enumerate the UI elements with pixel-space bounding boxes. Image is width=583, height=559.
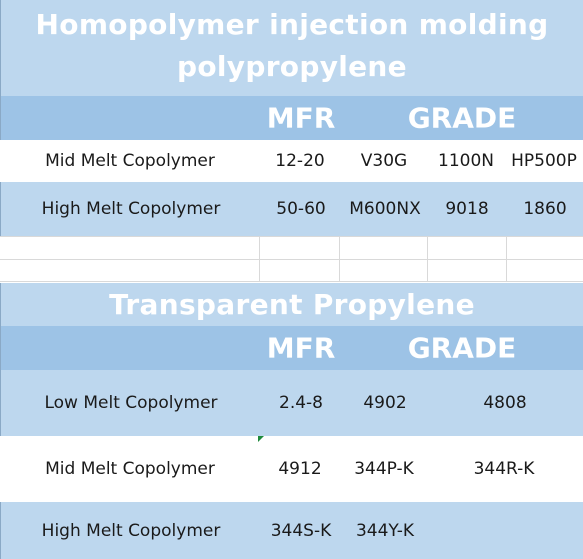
cell-divider xyxy=(339,260,340,281)
row-grade: 1100N xyxy=(438,151,494,171)
row-grade: 1860 xyxy=(523,199,567,219)
row-grade: 9018 xyxy=(445,199,489,219)
table-row[interactable]: High Melt Copolymer 344S-K 344Y-K xyxy=(0,502,583,559)
row-mfr: 4912 xyxy=(278,459,322,479)
section1-title: Homopolymer injection molding polypropyl… xyxy=(0,0,583,96)
cell-divider xyxy=(427,260,428,281)
cell-divider xyxy=(259,237,260,259)
cell-divider xyxy=(259,260,260,281)
comment-marker-icon xyxy=(258,436,264,442)
row-mfr: 2.4-8 xyxy=(279,393,323,413)
row-label: High Melt Copolymer xyxy=(41,520,221,541)
row-grade: 4808 xyxy=(483,393,527,413)
row-mfr: 12-20 xyxy=(275,151,325,171)
section1-grade-header: GRADE xyxy=(407,101,517,135)
section1-title-line2: polypropylene xyxy=(177,50,407,83)
section2-title-text: Transparent Propylene xyxy=(109,288,475,321)
row-grade: 344P-K xyxy=(354,459,414,479)
cell-divider xyxy=(339,237,340,259)
table-row[interactable]: Low Melt Copolymer 2.4-8 4902 4808 xyxy=(0,370,583,436)
table-row[interactable]: Mid Melt Copolymer 4912 344P-K 344R-K xyxy=(0,436,583,502)
empty-row[interactable] xyxy=(0,259,583,282)
empty-row[interactable] xyxy=(0,236,583,259)
table-row[interactable]: Mid Melt Copolymer 12-20 V30G 1100N HP50… xyxy=(0,140,583,182)
section2-mfr-header: MFR xyxy=(266,331,336,365)
section1-title-line1: Homopolymer injection molding xyxy=(35,8,549,41)
row-grade: 344Y-K xyxy=(355,520,415,541)
row-grade: HP500P xyxy=(511,151,577,171)
row-mfr: 50-60 xyxy=(276,199,326,219)
section2-header-row: MFR GRADE xyxy=(0,326,583,370)
section2-title: Transparent Propylene xyxy=(0,283,583,326)
section1-mfr-header: MFR xyxy=(266,101,336,135)
row-label: High Melt Copolymer xyxy=(41,199,221,219)
row-grade: M600NX xyxy=(349,199,421,219)
row-grade: 344R-K xyxy=(473,459,535,479)
row-label: Low Melt Copolymer xyxy=(44,393,218,413)
row-label: Mid Melt Copolymer xyxy=(45,459,215,479)
section1-header-row: MFR GRADE xyxy=(0,96,583,140)
cell-divider xyxy=(427,237,428,259)
row-mfr: 344S-K xyxy=(270,520,332,541)
row-grade: V30G xyxy=(360,151,408,171)
row-grade: 4902 xyxy=(363,393,407,413)
table-row[interactable]: High Melt Copolymer 50-60 M600NX 9018 18… xyxy=(0,182,583,236)
section2-grade-header: GRADE xyxy=(407,331,517,365)
cell-divider xyxy=(506,260,507,281)
cell-divider xyxy=(506,237,507,259)
row-label: Mid Melt Copolymer xyxy=(45,151,215,171)
